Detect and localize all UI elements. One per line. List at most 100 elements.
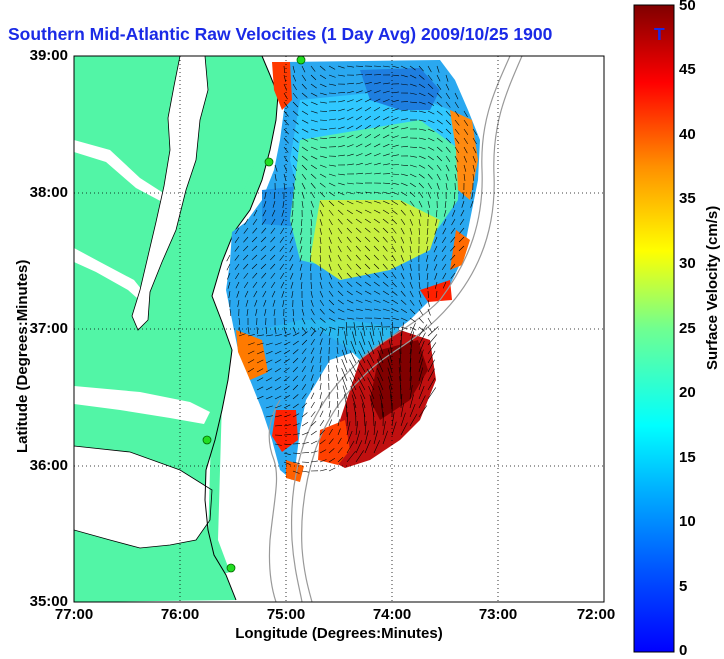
velocity-vector — [283, 182, 286, 190]
velocity-vector — [472, 137, 477, 145]
velocity-vector — [418, 358, 424, 373]
velocity-vector — [436, 128, 443, 134]
velocity-vector — [300, 281, 303, 290]
velocity-vector — [355, 107, 363, 112]
velocity-vector — [319, 308, 325, 315]
velocity-vector — [328, 317, 336, 322]
velocity-vector — [292, 433, 300, 436]
velocity-vector — [346, 299, 354, 304]
velocity-vector — [290, 218, 294, 226]
velocity-vector — [400, 127, 408, 130]
velocity-vector — [310, 420, 317, 427]
velocity-vector — [301, 357, 307, 364]
velocity-vector — [301, 173, 307, 180]
velocity-vector — [400, 236, 405, 244]
velocity-vector — [436, 164, 442, 171]
velocity-vector — [427, 308, 431, 316]
velocity-vector — [256, 342, 264, 346]
velocity-vector — [256, 377, 264, 382]
velocity-vector — [445, 164, 450, 172]
velocity-vector — [283, 461, 291, 465]
velocity-vector — [373, 227, 380, 233]
velocity-vector — [454, 164, 458, 172]
velocity-vector — [292, 326, 297, 334]
velocity-vector — [382, 99, 390, 103]
velocity-vector — [337, 456, 344, 463]
velocity-vector — [346, 411, 349, 427]
velocity-vector — [391, 290, 398, 296]
velocity-vector — [280, 281, 285, 289]
velocity-vector — [418, 164, 426, 169]
velocity-vector — [359, 341, 366, 355]
velocity-vector — [346, 163, 354, 166]
velocity-vector — [427, 350, 436, 364]
velocity-vector — [418, 128, 426, 131]
velocity-vector — [346, 153, 354, 157]
velocity-vector — [409, 322, 416, 337]
velocity-vector — [463, 146, 468, 154]
plot-title-tail: T — [654, 24, 665, 44]
velocity-vector — [364, 299, 372, 303]
velocity-vector — [400, 245, 404, 253]
velocity-vector — [418, 326, 425, 332]
velocity-vector — [391, 144, 399, 148]
velocity-vector — [357, 359, 366, 373]
velocity-vector — [283, 326, 287, 334]
velocity-vector — [387, 367, 393, 382]
velocity-vector — [409, 209, 414, 217]
velocity-vector — [409, 173, 417, 178]
velocity-vector — [283, 74, 286, 82]
velocity-vector — [274, 443, 282, 446]
velocity-vector — [470, 200, 474, 208]
velocity-vector — [409, 218, 413, 226]
velocity-vector — [391, 173, 400, 175]
velocity-vector — [344, 331, 348, 346]
velocity-vector — [289, 263, 294, 271]
velocity-vector — [229, 308, 232, 317]
velocity-vector — [382, 290, 390, 296]
velocity-vector — [328, 245, 332, 253]
sound-shoreline — [74, 445, 213, 549]
velocity-vector — [373, 98, 381, 103]
velocity-vector — [427, 146, 435, 151]
velocity-vector — [400, 412, 406, 427]
velocity-vector — [310, 460, 318, 463]
velocity-vector — [409, 403, 416, 418]
velocity-vector — [360, 331, 366, 346]
velocity-vector — [283, 358, 290, 364]
velocity-vector — [461, 200, 465, 208]
velocity-vector — [373, 172, 381, 175]
velocity-vector — [445, 182, 448, 190]
velocity-vector — [337, 200, 344, 206]
velocity-vector — [337, 154, 345, 157]
velocity-vector — [292, 308, 294, 317]
velocity-vector — [292, 357, 299, 364]
velocity-vector — [301, 452, 310, 454]
velocity-vector — [373, 200, 381, 204]
velocity-vector — [409, 394, 414, 409]
velocity-vector — [319, 209, 324, 217]
velocity-vector — [454, 173, 457, 181]
velocity-vector — [426, 272, 429, 280]
velocity-vector — [400, 272, 405, 280]
velocity-vector — [349, 377, 357, 391]
velocity-vector — [364, 218, 371, 224]
velocity-vector — [283, 394, 291, 400]
velocity-vector — [260, 263, 267, 270]
velocity-vector — [459, 218, 465, 225]
velocity-vector — [426, 236, 429, 244]
y-tick-label: 38:00 — [29, 184, 68, 201]
velocity-vector — [265, 351, 273, 355]
velocity-vector — [418, 317, 424, 324]
velocity-vector — [301, 101, 308, 107]
velocity-vector — [337, 254, 342, 262]
velocity-vector — [382, 153, 390, 157]
velocity-vector — [346, 200, 354, 205]
velocity-vector — [291, 209, 294, 217]
velocity-vector — [301, 299, 304, 307]
velocity-vector — [283, 341, 291, 346]
velocity-vector — [364, 124, 371, 130]
velocity-vector — [376, 359, 384, 373]
velocity-vector — [418, 332, 426, 346]
velocity-vector — [400, 308, 408, 314]
